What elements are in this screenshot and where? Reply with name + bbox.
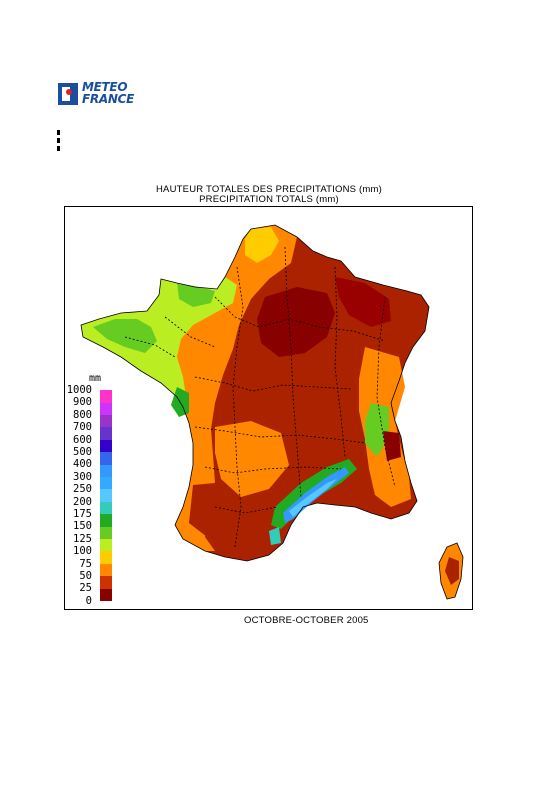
zone-75-150-west	[81, 277, 237, 403]
legend-class-swatch	[100, 514, 112, 527]
legend-class: 900	[64, 390, 124, 409]
legend-class: 50	[64, 563, 124, 582]
legend-class-swatch	[100, 477, 112, 490]
legend-class-swatch	[100, 539, 112, 552]
legend-class-label: 100	[73, 545, 92, 558]
legend-class: 800	[64, 402, 124, 421]
map-frame	[64, 206, 473, 610]
legend-class: 600	[64, 427, 124, 446]
legend-class-swatch	[100, 415, 112, 428]
legend-class-swatch	[100, 501, 112, 515]
legend-class-swatch	[100, 526, 112, 539]
legend-class-label: 25	[79, 582, 92, 595]
zone-0-25-core	[257, 287, 335, 357]
legend-class: 175	[64, 501, 124, 520]
zone-green-normandy	[177, 283, 215, 307]
zone-cevennes-cyan	[289, 479, 337, 517]
corsica-red	[445, 557, 459, 585]
legend-class-swatch	[100, 439, 112, 453]
zone-yellow-north	[245, 227, 279, 263]
legend-class-label: 175	[73, 508, 92, 520]
corsica-coastline	[438, 542, 464, 600]
legend-class-label: 200	[73, 495, 92, 508]
map-title: HAUTEUR TOTALES DES PRECIPITATIONS (mm)	[156, 184, 382, 195]
meteo-france-logo: METEO FRANCE	[58, 81, 142, 106]
legend-class-swatch	[100, 588, 112, 601]
legend-class: 250	[64, 477, 124, 496]
legend-class-label: 250	[73, 483, 92, 496]
zone-camargue-green	[269, 527, 281, 545]
zone-50-75	[81, 225, 297, 551]
legend-class: 500	[64, 439, 124, 458]
zone-alps-red	[383, 431, 401, 461]
legend-class: 700	[64, 415, 124, 434]
legend-class-swatch	[100, 551, 112, 564]
department-boundaries	[124, 246, 396, 548]
meteo-france-logo-icon	[58, 83, 78, 105]
legend-class-swatch	[100, 576, 112, 589]
legend-class-label: 125	[73, 532, 92, 545]
legend-class-label: 500	[73, 446, 92, 458]
legend-class-label: 0	[85, 594, 92, 607]
legend-class-label: 600	[73, 433, 92, 446]
legend-class: 125	[64, 526, 124, 545]
legend-unit: mm	[89, 373, 102, 384]
coastline	[80, 224, 430, 562]
legend-class-swatch	[100, 563, 112, 577]
legend-class: 1000	[64, 384, 124, 396]
legend-class-label: 400	[73, 458, 92, 471]
legend-class-label: 900	[73, 396, 92, 409]
legend-class-label: 300	[73, 470, 92, 483]
legend-class: 200	[64, 489, 124, 508]
logo-line1: METEO	[82, 80, 128, 94]
zone-green-brittany	[93, 319, 157, 353]
legend-class-label: 75	[79, 557, 92, 570]
legend-class-swatch	[100, 464, 112, 477]
zone-southwest-red	[189, 483, 235, 537]
map-subtitle: PRECIPITATION TOTALS (mm)	[199, 194, 339, 205]
period-label: OCTOBRE-OCTOBER 2005	[244, 615, 369, 626]
logo-line2: FRANCE	[82, 92, 134, 106]
legend-class-label: 50	[79, 570, 92, 582]
legend-class-swatch	[100, 427, 112, 440]
legend-class-label: 700	[73, 421, 92, 434]
legend-class-swatch	[100, 452, 112, 465]
zone-alps-green	[365, 403, 389, 457]
legend-class-label: 150	[73, 520, 92, 533]
legend-class-swatch	[100, 489, 112, 502]
zone-0-25-northeast	[335, 277, 391, 327]
zone-south-orange	[215, 421, 289, 497]
legend-class: 400	[64, 452, 124, 471]
legend-class-label: 800	[73, 408, 92, 421]
legend-class-swatch	[100, 402, 112, 415]
legend-class: 100	[64, 539, 124, 558]
legend-class-label: 1000	[66, 384, 92, 396]
legend-class: 300	[64, 464, 124, 483]
legend-class: 0	[64, 588, 124, 607]
margin-marks	[57, 130, 63, 154]
legend-class-swatch	[100, 390, 112, 403]
legend-class: 25	[64, 576, 124, 595]
precipitation-map	[80, 224, 464, 600]
legend-class: 75	[64, 551, 124, 570]
logo-wordmark: METEO FRANCE	[82, 81, 134, 105]
legend-class: 150	[64, 514, 124, 533]
